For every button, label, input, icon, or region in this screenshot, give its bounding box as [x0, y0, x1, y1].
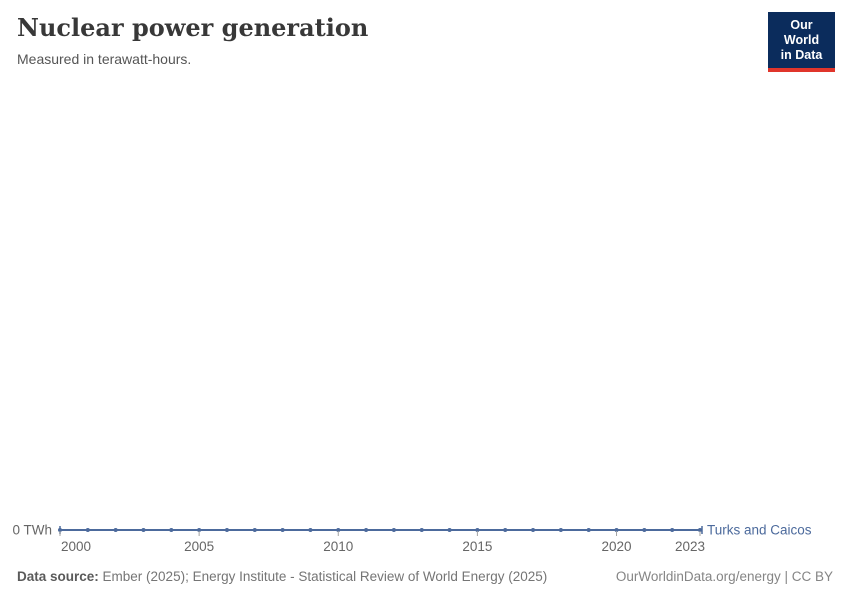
data-point	[336, 528, 341, 532]
y-axis-tick-label: 0 TWh	[12, 523, 52, 538]
data-point	[113, 528, 118, 532]
data-source-note: Data source: Ember (2025); Energy Instit…	[17, 569, 547, 584]
data-point	[224, 528, 229, 532]
x-axis-tick-label: 2015	[462, 539, 492, 554]
owid-logo-line1: Our World	[783, 18, 820, 47]
chart-header: Nuclear power generation Measured in ter…	[17, 13, 740, 68]
chart-subtitle: Measured in terawatt-hours.	[17, 50, 192, 67]
owid-logo-line2: in Data	[780, 48, 823, 62]
data-point	[531, 528, 536, 532]
data-point	[85, 528, 90, 532]
x-axis-tick-label: 2005	[184, 539, 214, 554]
owid-logo[interactable]: Our World in Data	[768, 12, 835, 72]
data-point	[586, 528, 591, 532]
data-point	[614, 528, 619, 532]
chart-title: Nuclear power generation	[17, 13, 369, 42]
data-point	[169, 528, 174, 532]
data-point	[503, 528, 508, 532]
owid-url-license-link[interactable]: OurWorldinData.org/energy | CC BY	[615, 569, 833, 584]
data-point	[558, 528, 563, 532]
data-point	[391, 528, 396, 532]
data-point	[308, 528, 313, 532]
data-point	[419, 528, 424, 532]
x-axis-tick-label: 2010	[323, 539, 353, 554]
data-point	[475, 528, 480, 532]
data-point	[698, 528, 702, 532]
x-axis-tick-label: 2020	[601, 539, 631, 554]
x-axis-tick-label: 2023	[675, 539, 705, 554]
x-axis-tick-label: 2000	[61, 539, 91, 554]
data-point	[280, 528, 285, 532]
chart-footer: Data source: Ember (2025); Energy Instit…	[17, 569, 833, 584]
data-point	[642, 528, 647, 532]
data-point	[447, 528, 452, 532]
data-point	[197, 528, 202, 532]
data-point	[141, 528, 146, 532]
data-point	[252, 528, 257, 532]
data-point	[670, 528, 675, 532]
series-label[interactable]: Turks and Caicos	[707, 523, 812, 538]
data-source-text: Ember (2025); Energy Institute - Statist…	[98, 569, 548, 584]
data-source-label: Data source:	[17, 569, 99, 584]
data-point	[364, 528, 369, 532]
